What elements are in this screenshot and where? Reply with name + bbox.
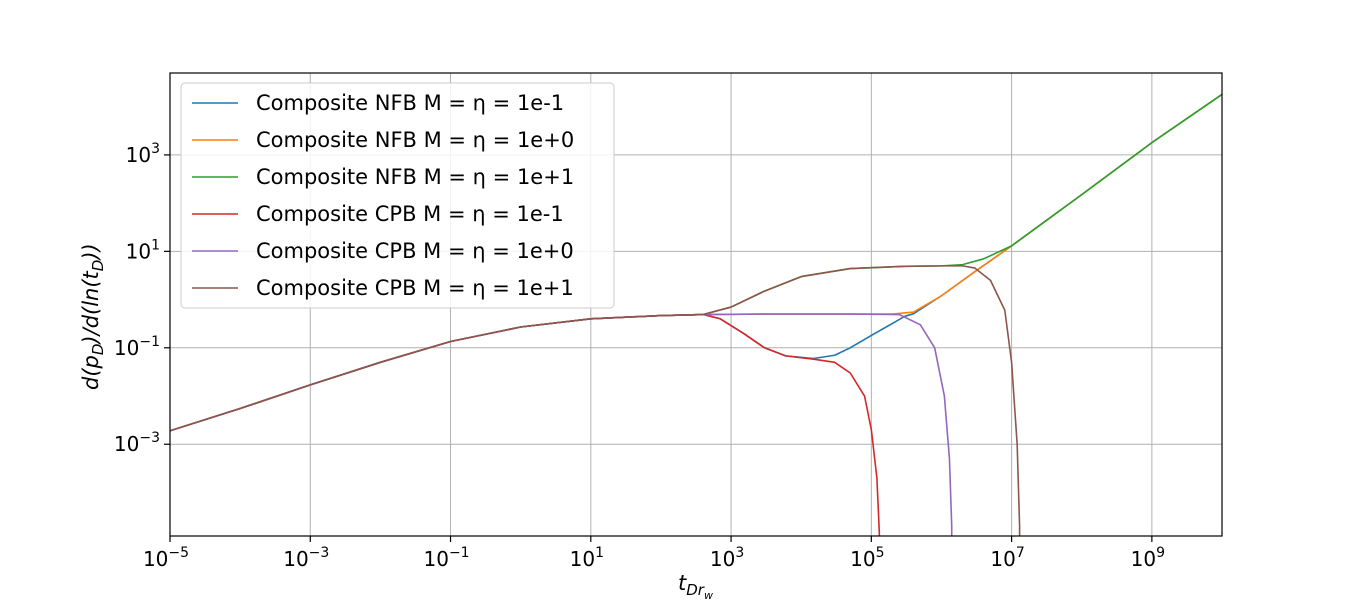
y-tick-label: 10−3 (114, 430, 160, 456)
tick-labels: 10−5 10−3 10−1 101 103 105 107 109 10−3 10−1 101 10… (114, 141, 1165, 571)
x-tick-label: 107 (990, 545, 1024, 571)
y-tick-label: 10−1 (114, 334, 160, 360)
legend-label-1: Composite NFB M = η = 1e-1 (256, 91, 564, 115)
y-axis-label: d(pD)/d(ln(tD)) (79, 243, 107, 390)
ticks (164, 154, 1153, 542)
x-tick-label: 10−5 (143, 545, 189, 571)
legend-label-4: Composite CPB M = η = 1e-1 (256, 202, 564, 226)
y-tick-label: 101 (126, 237, 160, 263)
legend-label-5: Composite CPB M = η = 1e+0 (256, 239, 574, 263)
x-tick-label: 109 (1131, 545, 1165, 571)
x-tick-label: 10−3 (283, 545, 329, 571)
y-tick-label: 103 (126, 141, 160, 167)
legend-label-6: Composite CPB M = η = 1e+1 (256, 276, 574, 300)
x-tick-label: 10−1 (423, 545, 469, 571)
x-axis-label: tDrw (678, 571, 713, 602)
legend-label-2: Composite NFB M = η = 1e+0 (256, 128, 574, 152)
x-tick-label: 105 (850, 545, 884, 571)
legend-box (180, 82, 615, 309)
series-line-6 (170, 265, 1021, 536)
x-tick-label: 101 (570, 545, 604, 571)
legend-label-3: Composite NFB M = η = 1e+1 (256, 165, 574, 189)
series-lines (170, 93, 1222, 536)
legend: Composite NFB M = η = 1e-1 Composite NFB … (180, 82, 615, 309)
x-tick-label: 103 (710, 545, 744, 571)
plot-frame (169, 72, 1223, 537)
